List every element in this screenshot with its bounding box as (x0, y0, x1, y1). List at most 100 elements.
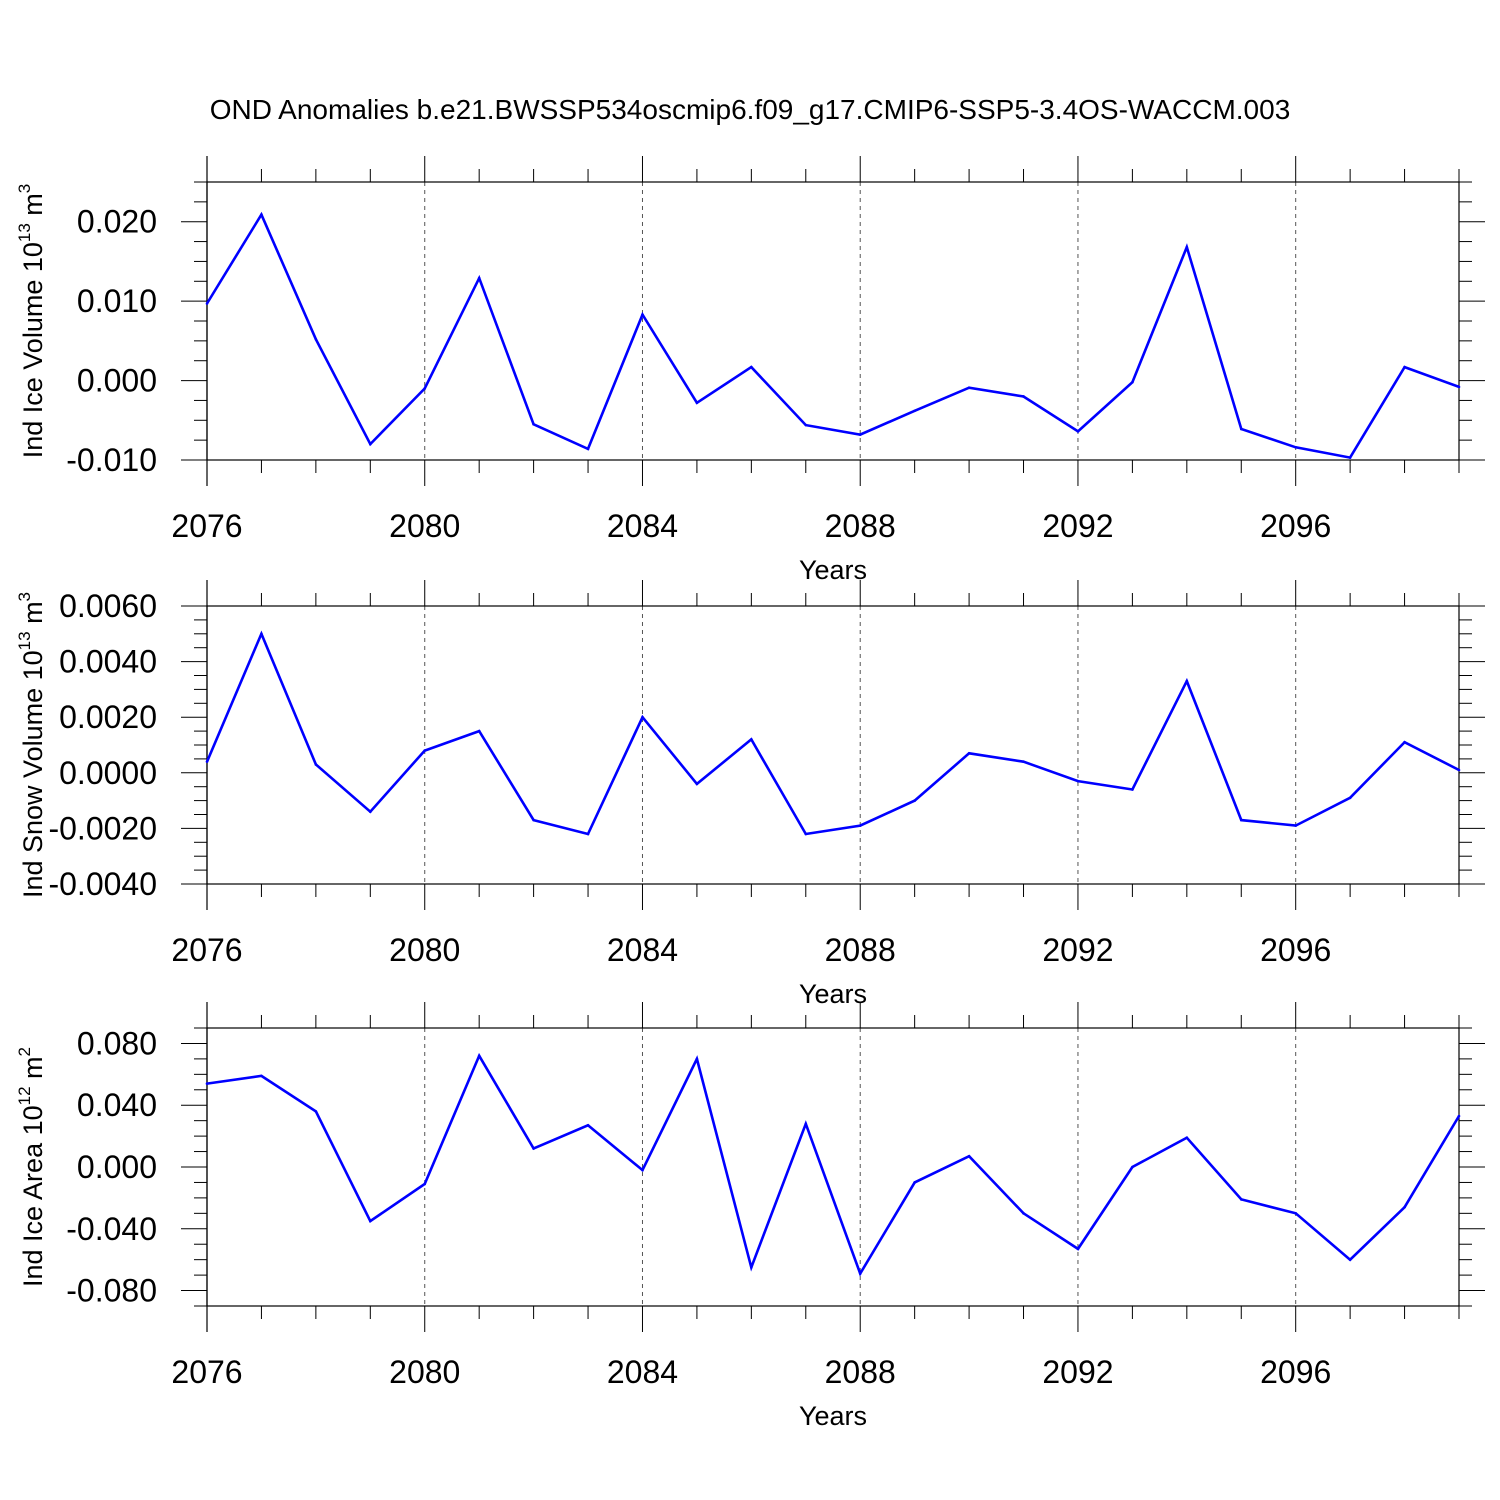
data-point (586, 832, 590, 836)
data-point (1457, 768, 1461, 772)
data-point (477, 729, 481, 733)
data-point (804, 423, 808, 427)
x-tick-label: 2076 (171, 508, 242, 544)
data-point (1294, 1212, 1297, 1215)
y-axis-label-main: Ind Ice Area 10 (18, 1105, 48, 1287)
y-axis-label-exp: 13 (15, 631, 34, 650)
x-axis-label: Years (799, 555, 867, 585)
data-point (423, 1182, 427, 1186)
y-tick-label: 0.0040 (59, 644, 157, 680)
data-point (913, 409, 916, 413)
panel-ice-volume: -0.010 0.000 0.010 0.020 2076 2080 2084 2088 209… (15, 156, 1485, 585)
data-point (1131, 788, 1134, 791)
x-tick-label: 2084 (607, 932, 678, 968)
data-point (1076, 430, 1080, 433)
data-point (1239, 1198, 1243, 1201)
data-point (695, 782, 699, 786)
data-point (1348, 1258, 1352, 1261)
x-tick-label: 2080 (389, 932, 460, 968)
y-axis-label: Ind Ice Area 1012 m2 (15, 1047, 48, 1287)
data-point (967, 386, 971, 390)
data-point (586, 1124, 590, 1127)
x-tick-label: 2080 (389, 1354, 460, 1390)
y-tick-label: 0.080 (77, 1025, 157, 1061)
y-tick-label: 0.0000 (59, 755, 157, 791)
y-axis-label-unit: m (18, 1056, 48, 1086)
data-point (913, 1181, 916, 1184)
y-axis-label-exp: 12 (15, 1086, 34, 1105)
data-point (641, 715, 644, 719)
data-point (1294, 824, 1297, 827)
data-point (1131, 380, 1134, 384)
data-point (205, 302, 209, 305)
data-point (1294, 445, 1297, 449)
y-tick-label: -0.010 (66, 442, 157, 478)
data-point (750, 1266, 753, 1269)
y-axis-label: Ind Ice Volume 1013 m3 (15, 184, 48, 459)
data-point (1403, 365, 1406, 369)
data-point (1185, 1136, 1189, 1139)
figure-title: OND Anomalies b.e21.BWSSP534oscmip6.f09_… (210, 94, 1291, 125)
data-point (804, 1122, 808, 1126)
data-point (1239, 427, 1243, 431)
data-point (532, 422, 535, 426)
data-point (750, 738, 753, 741)
data-point (641, 1168, 644, 1172)
data-point (1403, 1205, 1406, 1209)
data-point (586, 447, 590, 451)
data-point (1348, 456, 1352, 459)
y-tick-label: 0.000 (77, 1149, 157, 1185)
y-tick-label: 0.000 (77, 363, 157, 399)
data-point (1076, 1247, 1080, 1251)
x-tick-label: 2088 (825, 1354, 896, 1390)
y-tick-label: 0.0060 (59, 588, 157, 624)
data-point (205, 760, 209, 763)
data-point (260, 1074, 263, 1078)
y-axis-label-unit-exp: 3 (15, 184, 34, 193)
data-point (858, 824, 862, 827)
y-tick-label: 0.010 (77, 283, 157, 319)
y-tick-label: -0.080 (66, 1273, 157, 1309)
data-point (1022, 1212, 1025, 1215)
series-line-snow-volume (205, 630, 1460, 836)
data-point (369, 810, 372, 814)
data-point (1131, 1165, 1134, 1169)
data-point (1239, 818, 1243, 822)
data-point (1403, 740, 1406, 744)
data-point (532, 1147, 535, 1150)
data-point (1457, 1114, 1461, 1118)
series-line-ice-volume (205, 211, 1460, 460)
x-tick-label: 2096 (1260, 508, 1331, 544)
data-point (369, 442, 372, 446)
x-tick-label: 2076 (171, 1354, 242, 1390)
y-axis-label-unit: m (18, 601, 48, 631)
y-tick-label: -0.0040 (48, 866, 157, 902)
y-tick-label: 0.0020 (59, 699, 157, 735)
data-point (967, 1154, 971, 1158)
data-point (1185, 245, 1189, 249)
x-axis-label: Years (799, 979, 867, 1009)
data-point (477, 276, 481, 280)
data-point (1457, 385, 1461, 389)
panel-snow-volume: -0.0040 -0.0020 0.0000 0.0020 0.0040 0.0060 20… (15, 580, 1485, 1009)
data-point (532, 818, 535, 822)
y-axis-label-main: Ind Snow Volume 10 (18, 650, 48, 898)
x-tick-label: 2076 (171, 932, 242, 968)
x-tick-label: 2084 (607, 508, 678, 544)
y-tick-label: -0.040 (66, 1211, 157, 1247)
data-point (314, 763, 318, 766)
panels-container: -0.010 0.000 0.010 0.020 2076 2080 2084 2088 209… (15, 156, 1485, 1431)
data-point (260, 213, 263, 216)
y-tick-label: -0.0020 (48, 810, 157, 846)
x-tick-label: 2092 (1042, 508, 1113, 544)
data-point (1185, 679, 1189, 683)
x-axis-label: Years (799, 1401, 867, 1431)
data-point (804, 832, 808, 836)
data-point (260, 632, 263, 636)
data-point (423, 749, 427, 752)
data-point (205, 1082, 209, 1085)
x-tick-label: 2096 (1260, 932, 1331, 968)
x-tick-label: 2092 (1042, 1354, 1113, 1390)
